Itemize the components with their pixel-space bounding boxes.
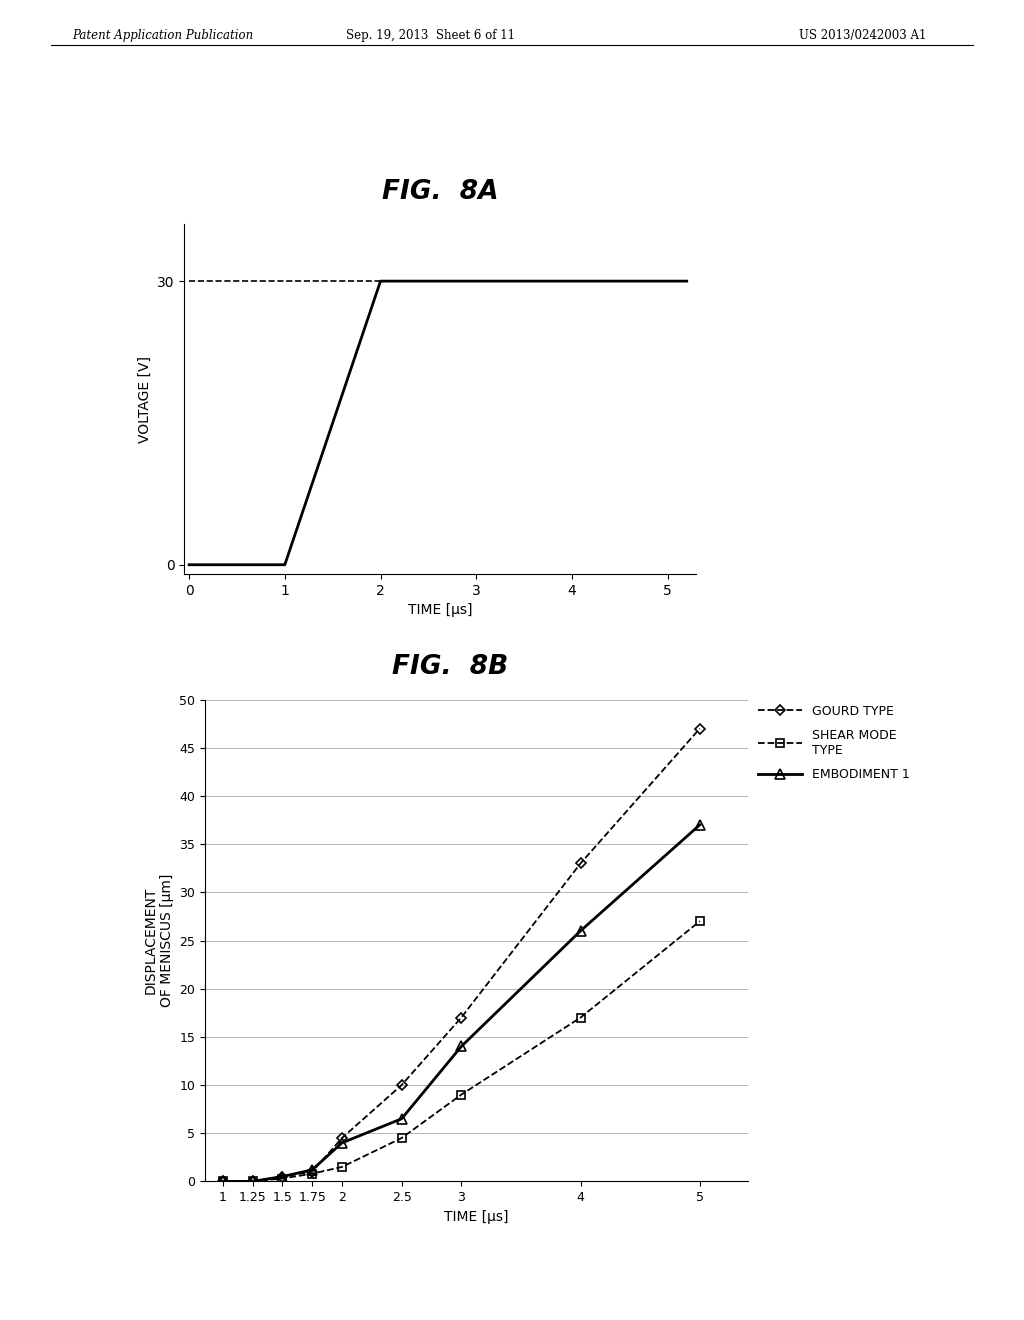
EMBODIMENT 1 bbox=[455, 1039, 467, 1055]
Text: FIG.  8A: FIG. 8A bbox=[382, 178, 499, 205]
EMBODIMENT 1 bbox=[306, 1162, 318, 1177]
GOURD TYPE bbox=[247, 1173, 259, 1189]
Line: SHEAR MODE
TYPE: SHEAR MODE TYPE bbox=[219, 917, 703, 1185]
SHEAR MODE
TYPE bbox=[247, 1173, 259, 1189]
EMBODIMENT 1 bbox=[395, 1111, 408, 1127]
EMBODIMENT 1 bbox=[693, 817, 706, 833]
SHEAR MODE
TYPE bbox=[336, 1159, 348, 1175]
Y-axis label: VOLTAGE [V]: VOLTAGE [V] bbox=[137, 356, 152, 442]
GOURD TYPE bbox=[276, 1168, 289, 1184]
Text: FIG.  8B: FIG. 8B bbox=[392, 653, 509, 680]
SHEAR MODE
TYPE bbox=[455, 1086, 467, 1102]
SHEAR MODE
TYPE bbox=[693, 913, 706, 929]
Text: Patent Application Publication: Patent Application Publication bbox=[72, 29, 253, 42]
EMBODIMENT 1 bbox=[276, 1168, 289, 1184]
X-axis label: TIME [μs]: TIME [μs] bbox=[444, 1209, 508, 1224]
Text: US 2013/0242003 A1: US 2013/0242003 A1 bbox=[799, 29, 926, 42]
GOURD TYPE bbox=[306, 1164, 318, 1180]
EMBODIMENT 1 bbox=[247, 1173, 259, 1189]
GOURD TYPE bbox=[336, 1130, 348, 1146]
Line: EMBODIMENT 1: EMBODIMENT 1 bbox=[218, 820, 705, 1185]
EMBODIMENT 1 bbox=[336, 1135, 348, 1151]
GOURD TYPE bbox=[693, 721, 706, 737]
X-axis label: TIME [μs]: TIME [μs] bbox=[409, 603, 472, 618]
EMBODIMENT 1 bbox=[574, 923, 587, 939]
SHEAR MODE
TYPE bbox=[395, 1130, 408, 1146]
GOURD TYPE bbox=[216, 1173, 228, 1189]
Legend: GOURD TYPE, SHEAR MODE
TYPE, EMBODIMENT 1: GOURD TYPE, SHEAR MODE TYPE, EMBODIMENT … bbox=[753, 700, 914, 787]
SHEAR MODE
TYPE bbox=[276, 1171, 289, 1187]
GOURD TYPE bbox=[574, 855, 587, 871]
Text: Sep. 19, 2013  Sheet 6 of 11: Sep. 19, 2013 Sheet 6 of 11 bbox=[345, 29, 515, 42]
SHEAR MODE
TYPE bbox=[574, 1010, 587, 1026]
Y-axis label: DISPLACEMENT
OF MENISCUS [μm]: DISPLACEMENT OF MENISCUS [μm] bbox=[143, 874, 173, 1007]
SHEAR MODE
TYPE bbox=[216, 1173, 228, 1189]
EMBODIMENT 1 bbox=[216, 1173, 228, 1189]
SHEAR MODE
TYPE bbox=[306, 1166, 318, 1181]
Line: GOURD TYPE: GOURD TYPE bbox=[219, 725, 703, 1185]
GOURD TYPE bbox=[395, 1077, 408, 1093]
GOURD TYPE bbox=[455, 1010, 467, 1026]
